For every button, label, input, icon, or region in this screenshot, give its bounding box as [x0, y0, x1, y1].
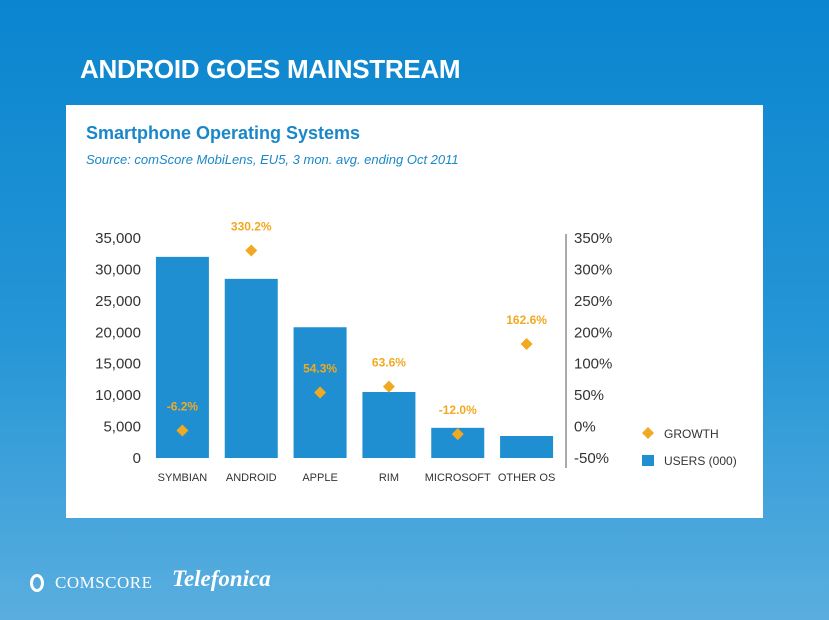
bar-other-os	[500, 436, 554, 458]
growth-point-microsoft	[451, 428, 464, 441]
comscore-logo: COMSCORE	[55, 573, 153, 592]
growth-point-other-os	[520, 338, 533, 351]
growth-data-label: 54.3%	[303, 361, 337, 375]
left-axis-tick: 5,000	[103, 419, 141, 436]
telefonica-logo: Telefonica	[172, 566, 271, 591]
bar-android	[224, 278, 278, 458]
slide-title: ANDROID GOES MAINSTREAM	[80, 54, 461, 84]
bar-rim	[362, 392, 416, 458]
growth-point-android	[245, 244, 258, 257]
left-axis-tick: 10,000	[95, 387, 141, 404]
left-axis-tick: 15,000	[95, 356, 141, 373]
growth-data-label: 63.6%	[372, 356, 406, 370]
category-label: OTHER OS	[498, 472, 555, 484]
left-axis-tick: 0	[133, 450, 141, 467]
comscore-logo-icon	[30, 574, 44, 592]
category-label: RIM	[379, 472, 399, 484]
right-axis-tick: 300%	[574, 261, 612, 278]
legend-growth-label: GROWTH	[664, 427, 719, 441]
category-label: ANDROID	[226, 472, 277, 484]
category-label: SYMBIAN	[158, 472, 208, 484]
right-axis-tick: 250%	[574, 293, 612, 310]
legend-users-label: USERS (000)	[664, 454, 737, 468]
growth-data-label: 330.2%	[231, 219, 272, 233]
left-axis-tick: 35,000	[95, 230, 141, 247]
category-label: MICROSOFT	[425, 472, 491, 484]
chart-svg: 0 5,000 10,000 15,000 20,000 25,000 30,000 35,0…	[95, 219, 737, 484]
legend-users-icon	[642, 455, 654, 466]
growth-point-rim	[382, 380, 395, 393]
right-axis-tick: 0%	[574, 419, 596, 436]
chart-panel: Smartphone Operating Systems Source: com…	[66, 105, 763, 518]
growth-point-apple	[314, 386, 327, 399]
growth-data-label: -12.0%	[439, 403, 477, 417]
legend-growth-icon	[642, 427, 654, 439]
growth-data-label: 162.6%	[506, 313, 547, 327]
left-axis-tick: 20,000	[95, 324, 141, 341]
growth-data-label: -6.2%	[167, 399, 199, 413]
right-axis-tick: 50%	[574, 387, 604, 404]
left-axis-tick: 30,000	[95, 261, 141, 278]
left-axis-tick: 25,000	[95, 293, 141, 310]
right-axis-tick: -50%	[574, 450, 609, 467]
chart-source: Source: comScore MobiLens, EU5, 3 mon. a…	[86, 152, 459, 167]
category-label: APPLE	[302, 472, 337, 484]
right-axis-tick: 350%	[574, 230, 612, 247]
right-axis-tick: 100%	[574, 356, 612, 373]
chart-heading: Smartphone Operating Systems	[86, 123, 361, 143]
growth-point-symbian	[176, 424, 189, 437]
right-axis-tick: 200%	[574, 324, 612, 341]
